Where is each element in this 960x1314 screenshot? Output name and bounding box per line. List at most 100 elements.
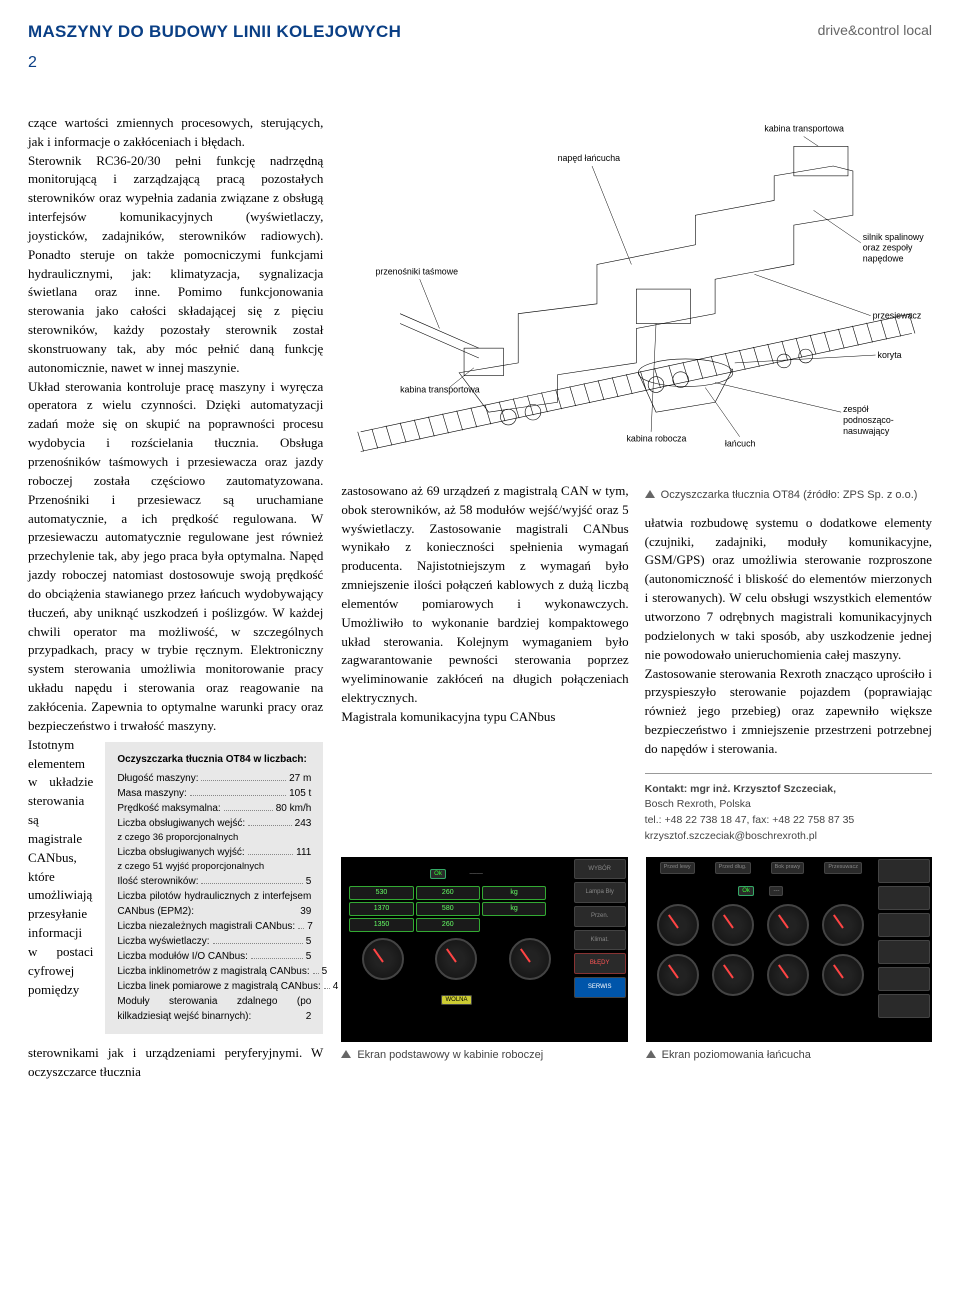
screen-header-tab[interactable]: Przesuwacz: [824, 862, 862, 874]
value-box: kg: [482, 886, 546, 900]
screen-header-tab[interactable]: Przed lewy: [660, 862, 695, 874]
stats-row: Liczba obsługiwanych wyjść:111: [117, 845, 311, 860]
diagram-svg: kabina transportowa napęd łańcucha przen…: [341, 114, 932, 474]
lbl-kabina-left: kabina transportowa: [400, 384, 480, 394]
gauge-r4: [822, 904, 864, 946]
machine-diagram: kabina transportowa napęd łańcucha przen…: [341, 114, 932, 474]
screen-side-button[interactable]: [878, 994, 930, 1018]
value-box: 260: [416, 918, 480, 932]
stats-row: Długość maszyny:27 m: [117, 771, 311, 786]
section-title: MASZYNY DO BUDOWY LINII KOLEJOWYCH: [28, 20, 401, 45]
stats-row: Liczba modułów I/O CANbus:5: [117, 949, 311, 964]
stats-box: Oczyszczarka tłucznia OT84 w liczbach: D…: [105, 742, 323, 1035]
under-diagram-cols: zastosowano aż 69 urządzeń z magistralą …: [341, 482, 932, 845]
value-box: 260: [416, 886, 480, 900]
col2-p2: Magistrala komunikacyjna typu CANbus: [341, 708, 628, 727]
gauge-r6: [712, 954, 754, 996]
lbl-lancuch: łańcuch: [725, 438, 756, 448]
lbl-zespol: zespół podnosząco- nasuwający: [843, 404, 896, 436]
contact-email: krzysztof.szczeciak@boschrexroth.pl: [645, 829, 932, 845]
stats-row: Liczba inklinometrów z magistralą CANbus…: [117, 964, 311, 979]
stats-row: Liczba wyświetlaczy:5: [117, 934, 311, 949]
column-1: czące wartości zmiennych procesowych, st…: [28, 114, 323, 1082]
stats-row: Liczba linek pomiarowe z magistralą CANb…: [117, 979, 311, 994]
value-box: 580: [416, 902, 480, 916]
lbl-kabina-robocza: kabina robocza: [627, 433, 687, 443]
stats-row: Liczba obsługiwanych wejść:243: [117, 816, 311, 831]
value-box: 530: [349, 886, 413, 900]
lbl-naped: napęd łańcucha: [558, 153, 621, 163]
diagram-caption: Oczyszczarka tłucznia OT84 (źródło: ZPS …: [645, 488, 932, 504]
lbl-koryta: koryta: [878, 350, 902, 360]
screen-right-caption: Ekran poziomowania łańcucha: [646, 1048, 932, 1064]
ok-badge: Ok: [430, 869, 446, 879]
screen-header-tab[interactable]: Bok prawy: [771, 862, 805, 874]
screen-side-button[interactable]: Klimat.: [574, 930, 626, 951]
nc-badge-r: ---: [769, 886, 783, 896]
lbl-przenosniki: przenośniki taśmowe: [376, 266, 459, 276]
value-box: 1350: [349, 918, 413, 932]
stats-row: Prędkość maksymalna:80 km/h: [117, 801, 311, 816]
screen-left: Ok –––– 530260kg1370580kg1350260 WOLNA: [341, 857, 627, 1042]
screen-side-button[interactable]: Przen.: [574, 906, 626, 927]
triangle-icon: [646, 1050, 656, 1058]
screen-right: Przed lewy Przed dług. Bok prawy Przesuwacz…: [646, 857, 932, 1042]
gauge-r5: [657, 954, 699, 996]
screen-side-button[interactable]: SERWIS: [574, 977, 626, 998]
screen-left-wrap: Ok –––– 530260kg1370580kg1350260 WOLNA: [341, 857, 627, 1064]
screen-side-button[interactable]: [878, 913, 930, 937]
gauge-1: [362, 938, 404, 980]
stats-sub: z czego 36 proporcjonalnych: [117, 831, 311, 845]
col1-p3-lead: Układ sterowania kontroluje pracę maszyn…: [28, 378, 323, 736]
column-3: Oczyszczarka tłucznia OT84 (źródło: ZPS …: [645, 482, 932, 845]
stats-row: Liczba pilotów hydraulicznych z interfej…: [117, 889, 311, 919]
stats-row: Liczba niezależnych magistrali CANbus:7: [117, 919, 311, 934]
col3-p1: ułatwia rozbudowę systemu o dodatkowe el…: [645, 514, 932, 665]
value-box: kg: [482, 902, 546, 916]
col2-p1: zastosowano aż 69 urządzeń z magistralą …: [341, 482, 628, 708]
screens-area: Ok –––– 530260kg1370580kg1350260 WOLNA: [341, 857, 932, 1064]
stats-row: Ilość sterowników:5: [117, 874, 311, 889]
gauge-r7: [767, 954, 809, 996]
gauge-r3: [767, 904, 809, 946]
screen-side-button[interactable]: Lampa Bły: [574, 882, 626, 903]
ok-badge-r: Ok: [738, 886, 754, 896]
screen-right-caption-text: Ekran poziomowania łańcucha: [662, 1048, 811, 1064]
gauge-r2: [712, 904, 754, 946]
page-number: 2: [28, 51, 932, 74]
triangle-icon: [341, 1050, 351, 1058]
page-header: MASZYNY DO BUDOWY LINII KOLEJOWYCH drive…: [28, 20, 932, 45]
col1-p3-text: Układ sterowania kontroluje pracę maszyn…: [28, 379, 323, 733]
value-box: 1370: [349, 902, 413, 916]
screen-side-button[interactable]: BŁĘDY: [574, 953, 626, 974]
col1-p1: czące wartości zmiennych procesowych, st…: [28, 114, 323, 152]
contact-box: Kontakt: mgr inż. Krzysztof Szczeciak, B…: [645, 773, 932, 845]
gauge-3: [509, 938, 551, 980]
wolna-badge: WOLNA: [441, 995, 471, 1005]
stats-title: Oczyszczarka tłucznia OT84 w liczbach:: [117, 752, 311, 767]
stats-row: Moduły sterowania zdalnego (po kilkadzie…: [117, 994, 311, 1024]
screen-left-caption-text: Ekran podstawowy w kabinie roboczej: [357, 1048, 543, 1064]
screen-side-button[interactable]: WYBÓR: [574, 859, 626, 880]
col3-p2: Zastosowanie sterowania Rexroth znacząco…: [645, 665, 932, 759]
triangle-icon: [645, 490, 655, 498]
lbl-przesiewacz: przesiewacz: [873, 310, 922, 320]
lbl-silnik: silnik spalinowy oraz zespoły napędowe: [863, 232, 926, 264]
diagram-caption-text: Oczyszczarka tłucznia OT84 (źródło: ZPS …: [661, 488, 918, 504]
gauge-r8: [822, 954, 864, 996]
stats-sub: z czego 51 wyjść proporcjonalnych: [117, 860, 311, 874]
screen-side-button[interactable]: [878, 886, 930, 910]
gauge-r1: [657, 904, 699, 946]
content-columns: czące wartości zmiennych procesowych, st…: [28, 114, 932, 1082]
column-2: zastosowano aż 69 urządzeń z magistralą …: [341, 482, 628, 845]
screen-side-button[interactable]: [878, 967, 930, 991]
screen-side-button[interactable]: [878, 859, 930, 883]
col1-p2: Sterownik RC36-20/30 pełni funkcję nadrz…: [28, 152, 323, 378]
screen-left-caption: Ekran podstawowy w kabinie roboczej: [341, 1048, 627, 1064]
screen-side-button[interactable]: [878, 940, 930, 964]
contact-company: Bosch Rexroth, Polska: [645, 797, 932, 813]
contact-name: Kontakt: mgr inż. Krzysztof Szczeciak,: [645, 783, 836, 795]
gauge-2: [435, 938, 477, 980]
screen-header-tab[interactable]: Przed dług.: [715, 862, 751, 874]
screen-right-wrap: Przed lewy Przed dług. Bok prawy Przesuwacz…: [646, 857, 932, 1064]
